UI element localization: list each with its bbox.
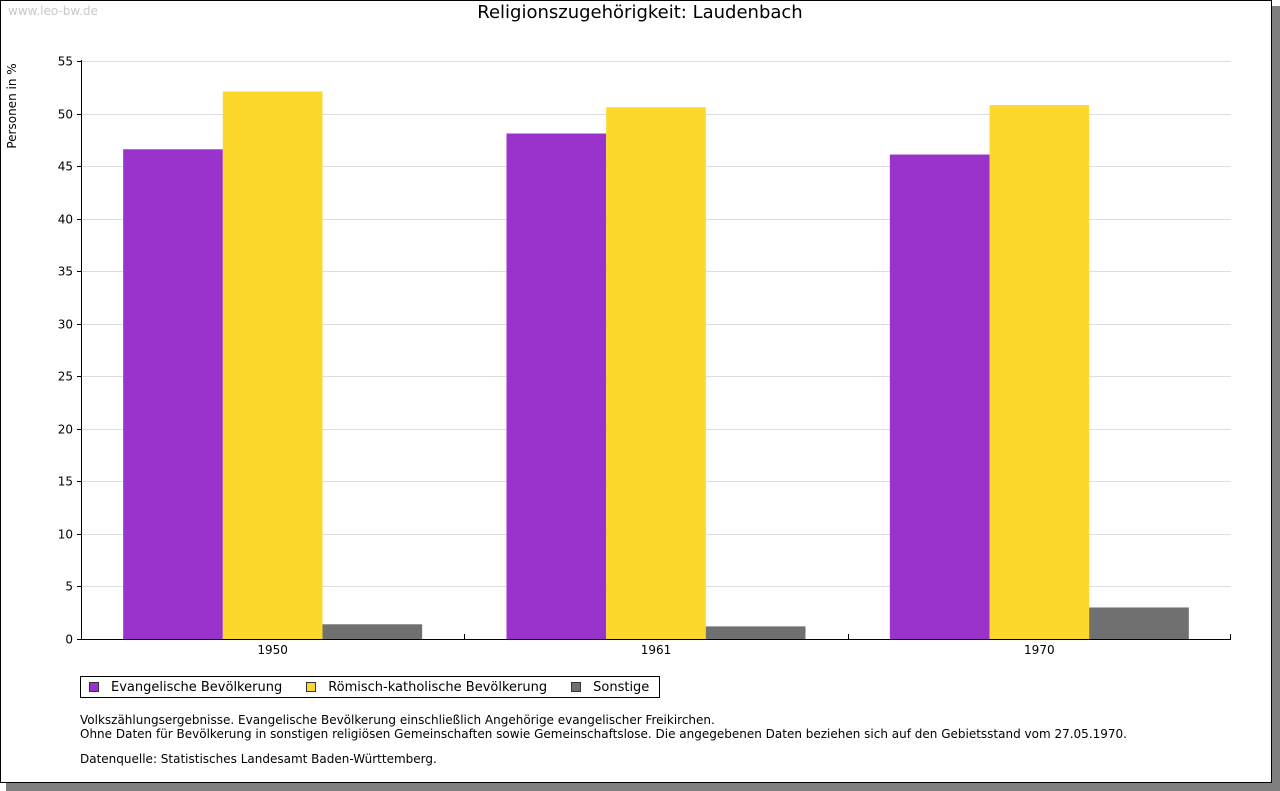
y-tick-label: 45 [58, 160, 73, 174]
x-tick-label: 1950 [257, 643, 288, 657]
bar [989, 105, 1090, 639]
y-tick-label: 20 [58, 423, 73, 437]
legend-item: Evangelische Bevölkerung [89, 680, 282, 695]
y-tick-label: 50 [58, 108, 73, 122]
bar [123, 149, 223, 639]
y-tick-label: 55 [58, 55, 73, 69]
legend: Evangelische Bevölkerung Römisch-katholis… [80, 676, 661, 698]
chart-title: Religionszugehörigkeit: Laudenbach [477, 2, 803, 23]
y-tick-label: 0 [65, 633, 73, 647]
bar [506, 133, 607, 639]
bar [606, 107, 706, 640]
chart-notes: Volkszählungsergebnisse. Evangelische Be… [80, 713, 1127, 741]
bar [322, 624, 423, 639]
x-tick-label: 1961 [641, 643, 672, 657]
legend-label: Sonstige [593, 679, 650, 695]
bar [1089, 607, 1189, 639]
y-axis-label: Personen in % [5, 63, 19, 148]
legend-swatch [571, 682, 582, 692]
legend-label: Evangelische Bevölkerung [111, 679, 283, 695]
legend-item: Römisch-katholische Bevölkerung [306, 680, 547, 695]
y-tick-label: 35 [58, 265, 73, 279]
y-tick-label: 15 [58, 475, 73, 489]
y-tick-label: 10 [58, 528, 73, 542]
note-line-2: Ohne Daten für Bevölkerung in sonstigen … [80, 727, 1127, 741]
bar [705, 626, 806, 639]
x-tick-label: 1970 [1024, 643, 1055, 657]
legend-swatch [89, 682, 99, 692]
note-line-1: Volkszählungsergebnisse. Evangelische Be… [80, 713, 715, 727]
y-tick-label: 40 [58, 213, 73, 227]
bars [123, 91, 1189, 640]
legend-swatch [306, 682, 317, 692]
y-tick-label: 5 [65, 580, 73, 594]
frame-shadow-bottom [6, 783, 1280, 791]
y-tick-label: 25 [58, 370, 73, 384]
frame-shadow-right [1272, 6, 1280, 791]
legend-item: Sonstige [571, 680, 649, 695]
bar [889, 154, 990, 639]
bar [222, 91, 323, 639]
bar-chart: 0 5 10 15 20 25 30 35 40 45 50 55 1950 1961 1970 Perso… [5, 55, 1231, 657]
y-tick-label: 30 [58, 318, 73, 332]
watermark: www.leo-bw.de [8, 4, 98, 18]
legend-label: Römisch-katholische Bevölkerung [328, 679, 548, 695]
data-source: Datenquelle: Statistisches Landesamt Bad… [80, 752, 437, 766]
axes: 0 5 10 15 20 25 30 35 40 45 50 55 1950 1961 1970 [58, 55, 1231, 657]
